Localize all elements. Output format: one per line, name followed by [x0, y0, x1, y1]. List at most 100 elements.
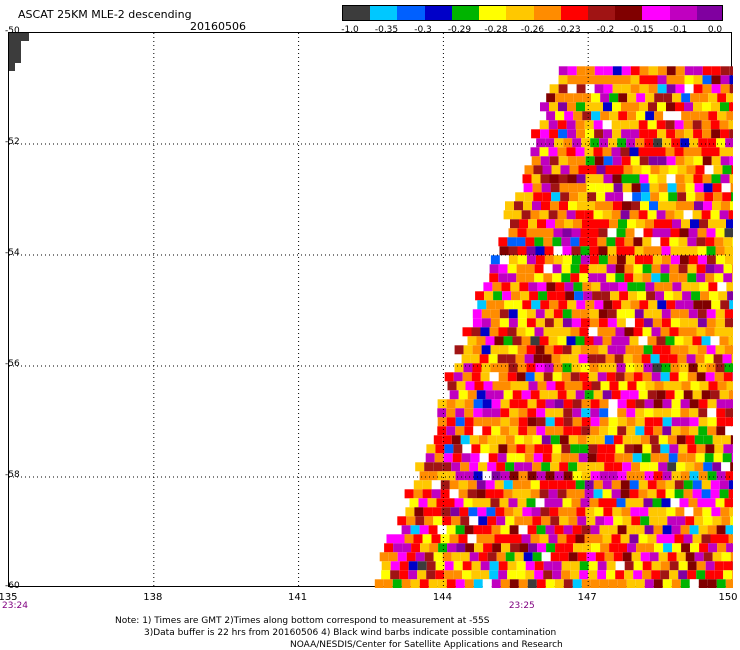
swath-cell	[693, 66, 703, 76]
swath-cell	[681, 543, 691, 553]
swath-cell	[635, 525, 645, 535]
swath-cell	[678, 264, 688, 274]
swath-cell	[683, 534, 693, 544]
swath-cell	[530, 534, 540, 544]
swath-cell	[697, 246, 707, 256]
swath-cell	[729, 75, 733, 85]
swath-cell	[649, 435, 659, 445]
swath-cell	[557, 480, 567, 490]
swath-cell	[685, 552, 695, 562]
swath-cell	[665, 480, 675, 490]
swath-cell	[695, 165, 705, 175]
swath-cell	[671, 138, 681, 148]
swath-cell	[615, 273, 625, 283]
swath-cell	[612, 66, 622, 76]
swath-cell	[497, 453, 507, 463]
swath-cell	[723, 372, 733, 382]
swath-cell	[635, 399, 645, 409]
swath-cell	[542, 354, 552, 364]
swath-cell	[536, 408, 546, 418]
swath-cell	[696, 570, 706, 580]
swath-cell	[644, 471, 654, 481]
swath-cell	[473, 408, 483, 418]
swath-cell	[680, 525, 690, 535]
swath-cell	[537, 282, 547, 292]
swath-cell	[564, 219, 573, 229]
swath-cell	[688, 246, 698, 256]
swath-cell	[563, 138, 573, 148]
swath-cell	[720, 75, 730, 85]
swath-cell	[617, 408, 627, 418]
swath-cell	[650, 165, 660, 175]
swath-cell	[546, 111, 556, 121]
swath-cell	[720, 66, 730, 76]
swath-cell	[536, 417, 546, 427]
swath-cell	[639, 66, 649, 76]
swath-cell	[614, 453, 624, 463]
swath-cell	[555, 93, 565, 103]
swath-cell	[453, 372, 463, 382]
swath-cell	[514, 516, 524, 526]
swath-cell	[720, 174, 730, 184]
swath-cell	[699, 282, 709, 292]
swath-cell	[532, 435, 542, 445]
swath-cell	[663, 543, 673, 553]
swath-cell	[621, 300, 631, 310]
swath-cell	[636, 282, 646, 292]
swath-cell	[589, 318, 599, 328]
swath-cell	[656, 336, 666, 346]
colorbar-tick-label: -0.29	[447, 25, 472, 35]
swath-cell	[409, 498, 419, 508]
swath-cell	[527, 399, 537, 409]
swath-cell	[572, 471, 582, 481]
swath-cell	[513, 507, 523, 517]
swath-cell	[702, 300, 712, 310]
latitude-label: -54	[5, 248, 20, 258]
swath-cell	[664, 291, 674, 301]
note-line-3: NOAA/NESDIS/Center for Satellite Applica…	[290, 640, 563, 650]
swath-cell	[482, 579, 492, 588]
swath-cell	[460, 516, 470, 526]
colorbar-tick-label: -0.35	[374, 25, 399, 35]
swath-cell	[446, 426, 456, 436]
swath-cell	[667, 462, 677, 472]
swath-cell	[684, 174, 694, 184]
swath-cell	[498, 264, 508, 274]
swath-cell	[726, 93, 733, 103]
swath-cell	[544, 498, 554, 508]
swath-cell	[554, 579, 564, 588]
swath-cell	[719, 147, 729, 157]
swath-cell	[711, 174, 721, 184]
swath-cell	[604, 435, 614, 445]
swath-cell	[500, 579, 510, 588]
swath-cell	[603, 102, 612, 112]
swath-cell	[693, 174, 703, 184]
swath-cell	[604, 462, 614, 472]
swath-cell	[653, 426, 663, 436]
swath-cell	[509, 471, 519, 481]
swath-cell	[683, 489, 693, 499]
swath-cell	[570, 327, 580, 337]
swath-cell	[553, 228, 563, 238]
swath-cell	[639, 102, 648, 112]
swath-cell	[483, 282, 493, 292]
swath-cell	[553, 309, 563, 319]
swath-cell	[516, 264, 526, 274]
swath-cell	[669, 372, 679, 382]
swath-cell	[671, 579, 681, 588]
swath-cell	[581, 138, 591, 148]
swath-cell	[590, 399, 600, 409]
swath-cell	[419, 525, 429, 535]
swath-cell	[714, 237, 724, 247]
swath-cell	[705, 264, 715, 274]
swath-cell	[692, 147, 702, 157]
swath-cell	[607, 498, 617, 508]
swath-cell	[557, 489, 567, 499]
swath-cell	[449, 480, 459, 490]
swath-cell	[621, 66, 631, 76]
swath-cell	[582, 543, 592, 553]
swath-cell	[523, 516, 533, 526]
swath-cell	[585, 300, 595, 310]
swath-cell	[724, 318, 733, 328]
swath-cell	[680, 399, 690, 409]
